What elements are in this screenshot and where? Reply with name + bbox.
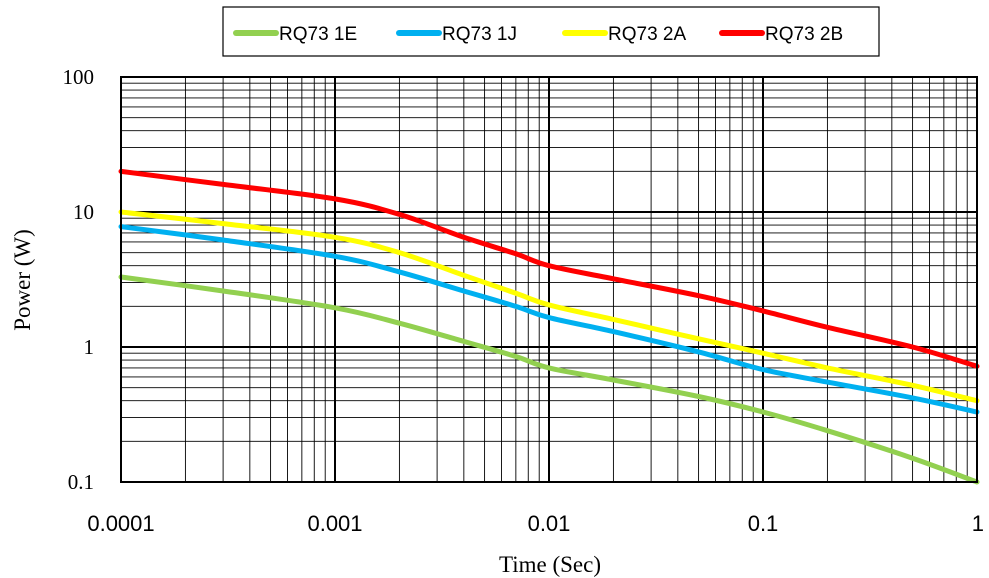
y-tick-label: 0.1 — [68, 470, 94, 494]
x-tick-label: 0.1 — [748, 511, 779, 536]
series-line-2 — [118, 224, 980, 415]
series-line-1 — [118, 274, 980, 485]
legend-label: RQ73 2A — [608, 24, 686, 45]
plot-area — [118, 76, 980, 485]
y-axis-title: Power (W) — [10, 229, 35, 331]
y-axis-ticks: 0.1 1 10 100 — [63, 65, 95, 494]
x-tick-label: 0.0001 — [87, 511, 154, 536]
legend-label: RQ73 1E — [279, 24, 357, 45]
legend-frame — [222, 6, 880, 57]
plot-frame — [120, 76, 978, 483]
legend: RQ73 1E RQ73 1J RQ73 2A RQ73 2B — [222, 6, 880, 57]
series-lines — [118, 168, 980, 485]
legend-label: RQ73 1J — [442, 24, 517, 45]
y-tick-label: 100 — [63, 65, 95, 89]
x-axis-title: Time (Sec) — [499, 552, 601, 577]
x-axis-ticks: 0.0001 0.001 0.01 0.1 1 — [87, 511, 984, 536]
legend-label: RQ73 2B — [765, 24, 843, 45]
x-tick-label: 0.001 — [307, 511, 362, 536]
y-tick-label: 10 — [73, 200, 94, 224]
series-line-4 — [118, 168, 980, 369]
x-tick-label: 1 — [972, 511, 984, 536]
series-line-3 — [118, 209, 980, 404]
x-tick-label: 0.01 — [528, 511, 571, 536]
y-tick-label: 1 — [84, 335, 95, 359]
